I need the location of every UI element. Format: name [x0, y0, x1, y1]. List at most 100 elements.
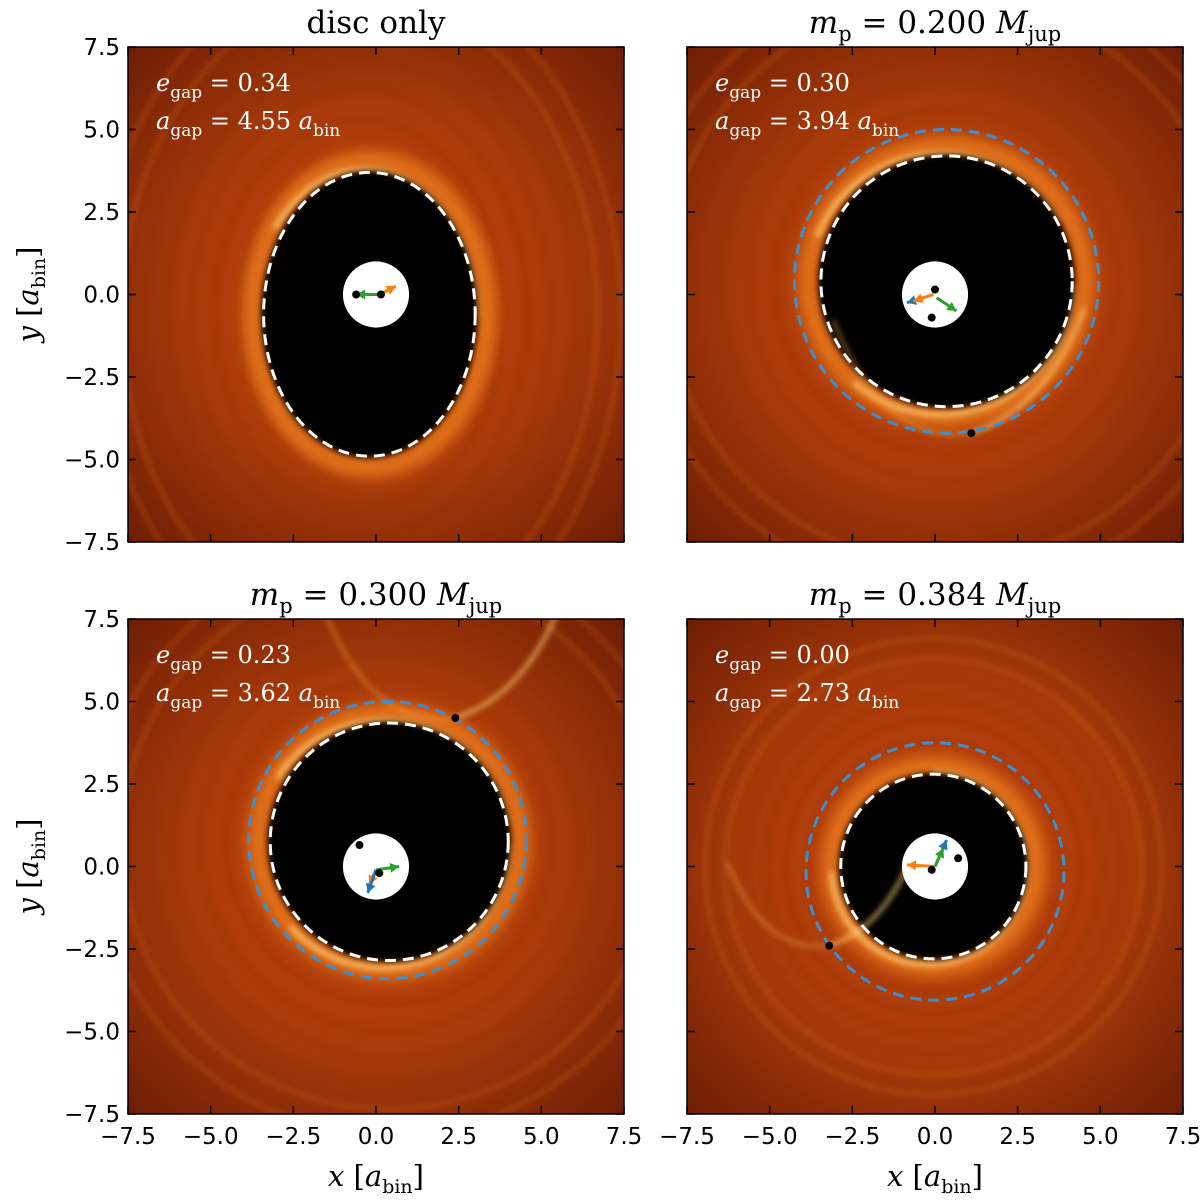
title-unit: M	[436, 577, 470, 613]
density-ring	[805, 738, 1062, 995]
planet-orbit	[247, 700, 528, 981]
y-axis-symbol: y	[11, 898, 45, 917]
title-subscript: p	[838, 594, 851, 618]
title-unit: M	[995, 5, 1029, 41]
binary-star	[352, 290, 361, 299]
a-gap-annotation: agap = 3.62 abin	[156, 679, 340, 713]
y-tick-label: −5.0	[64, 448, 120, 474]
density-ring	[146, 619, 624, 1085]
a-gap-annotation: agap = 2.73 abin	[715, 679, 899, 713]
density-ring	[743, 677, 1123, 1056]
e-gap-subscript: gap	[729, 83, 761, 103]
title-unit: M	[995, 577, 1029, 613]
vector-arrowhead	[356, 289, 366, 300]
y-tick-label: −2.5	[64, 365, 120, 391]
panel-4: −7.5 −5.0 −2.5 0.0 2.5 5.0 7.5 mp = 0.384 Mjup e…	[659, 577, 1200, 1198]
density-ring	[128, 47, 599, 542]
binary-star	[927, 313, 936, 322]
inner-boundary	[342, 833, 410, 900]
vector-arrowhead	[389, 862, 400, 873]
y-tick-label: 5.0	[83, 690, 120, 716]
title-subscript: p	[279, 594, 292, 618]
y-tick-label: −5.0	[64, 1020, 120, 1046]
density-ring	[198, 651, 581, 1033]
density-ring	[772, 108, 1121, 455]
y-tick-label: 2.5	[83, 200, 120, 226]
a-gap-value: = 3.62	[202, 679, 298, 707]
a-gap-unit: a	[299, 107, 313, 135]
title-unit-subscript: jup	[1025, 594, 1061, 618]
vector-arrowhead	[385, 285, 396, 295]
y-tick-label: −7.5	[64, 530, 120, 556]
spiral-arm	[725, 861, 830, 949]
a-gap-value: = 4.55	[202, 107, 298, 135]
y-axis-bracket-close: ]	[11, 246, 45, 257]
x-axis-unit-subscript: bin	[382, 1176, 412, 1198]
binary-star	[927, 865, 936, 874]
planet-marker	[451, 714, 460, 722]
a-gap-value: = 2.73	[761, 679, 857, 707]
x-axis-unit-subscript: bin	[941, 1176, 971, 1198]
y-axis-symbol: y	[11, 326, 45, 345]
y-axis-bracket-open: [	[11, 878, 45, 899]
x-tick-label: −7.5	[659, 1124, 715, 1150]
x-axis-symbol: x	[887, 1159, 903, 1193]
planet-orbit	[804, 741, 1066, 1002]
a-gap-unit: a	[858, 679, 872, 707]
a-gap-unit: a	[299, 679, 313, 707]
inner-boundary	[901, 261, 969, 328]
title-symbol: m	[809, 577, 838, 613]
panel-title: mp = 0.200 Mjup	[809, 5, 1061, 46]
x-axis-unit: a	[365, 1159, 382, 1193]
y-tick-label: 0.0	[83, 855, 120, 881]
density-map	[128, 47, 624, 542]
e-gap-annotation: egap = 0.23	[156, 641, 291, 675]
gap-fit-ellipse	[262, 170, 477, 458]
y-axis-label: y [abin]	[11, 818, 50, 916]
y-axis-bracket-close: ]	[11, 818, 45, 829]
title-symbol: m	[250, 577, 279, 613]
e-gap-symbol: e	[715, 69, 729, 97]
x-tick-label: 7.5	[606, 1124, 643, 1150]
density-ring	[690, 47, 1183, 538]
density-ring	[212, 118, 506, 511]
density-ring	[723, 657, 1144, 1076]
density-ring	[143, 47, 576, 542]
a-gap-symbol: a	[715, 107, 729, 135]
x-tick-label: −5.0	[742, 1124, 798, 1150]
vector-arrowhead	[906, 295, 917, 305]
density-ring	[745, 80, 1148, 483]
e-gap-value: = 0.00	[761, 641, 850, 669]
binary-star	[375, 869, 384, 878]
density-ring	[764, 697, 1103, 1036]
e-gap-annotation: egap = 0.34	[156, 69, 291, 103]
x-tick-label: 0.0	[917, 1124, 954, 1150]
a-gap-unit-subscript: bin	[872, 121, 899, 141]
y-axis-unit-subscript: bin	[28, 258, 50, 288]
a-gap-unit-subscript: bin	[313, 121, 340, 141]
a-gap-symbol: a	[715, 679, 729, 707]
title-subscript: p	[838, 22, 851, 46]
density-ring	[172, 625, 607, 1059]
title-unit-subscript: jup	[1025, 22, 1061, 46]
a-gap-unit-subscript: bin	[872, 693, 899, 713]
x-axis-symbol: x	[328, 1159, 344, 1193]
density-ring	[128, 47, 623, 542]
density-map	[687, 619, 1183, 1114]
planet-marker	[825, 941, 834, 950]
x-axis-bracket-close: ]	[413, 1159, 424, 1193]
x-axis-label: x [abin]	[887, 1159, 983, 1198]
x-axis-bracket-open: [	[344, 1159, 365, 1193]
gap-rim-glow	[247, 702, 532, 982]
e-gap-value: = 0.30	[761, 69, 850, 97]
y-axis-unit: a	[11, 288, 45, 305]
e-gap-annotation: egap = 0.30	[715, 69, 850, 103]
gap-fit-ellipse	[839, 772, 1028, 961]
e-gap-symbol: e	[715, 641, 729, 669]
x-tick-label: 5.0	[1082, 1124, 1119, 1150]
a-gap-unit-subscript: bin	[313, 693, 340, 713]
y-tick-label: 7.5	[83, 607, 120, 633]
a-gap-value: = 3.94	[761, 107, 857, 135]
